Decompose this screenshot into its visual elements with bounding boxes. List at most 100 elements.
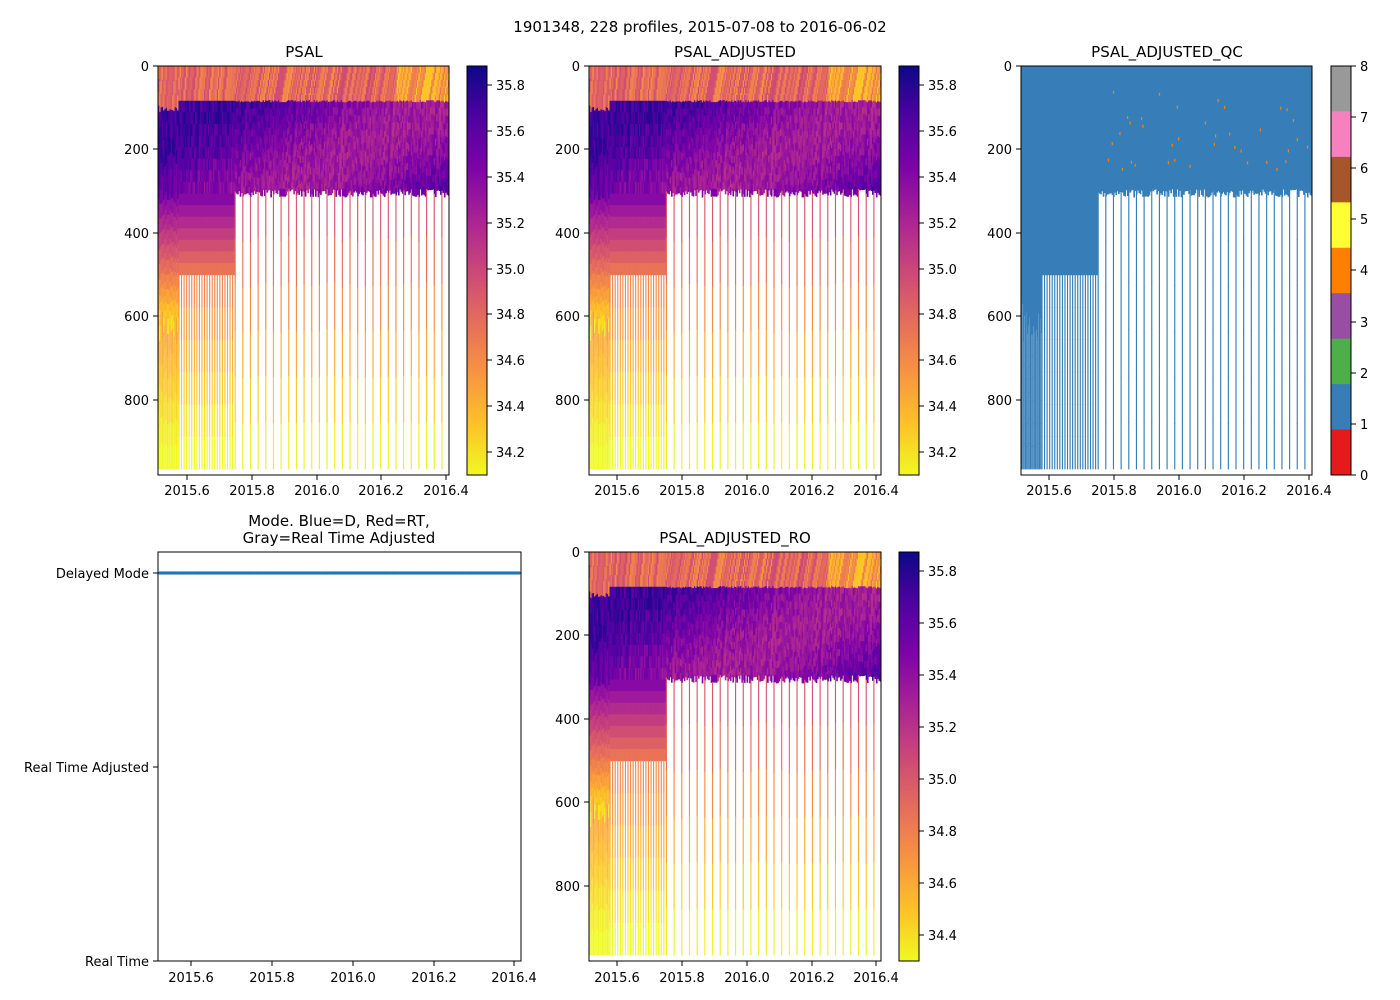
svg-text:2015.8: 2015.8 [229, 484, 275, 499]
colorbar-segment [1331, 384, 1351, 431]
colorbar: 0 1 2 3 4 5 6 7 8 [1330, 60, 1368, 484]
colorbar-tick: 35.6 [919, 617, 957, 632]
y-tick: 800 [124, 394, 158, 409]
y-axis: 0 200 400 600 800 [555, 60, 589, 409]
plot-frame [588, 551, 882, 962]
colorbar-gradient [898, 551, 920, 962]
colorbar: 34.2 34.4 34.6 34.8 35.0 35.2 35.4 35.6 … [466, 65, 525, 476]
panel-title: PSAL [285, 43, 323, 61]
colorbar-tick: 7 [1351, 111, 1368, 126]
colorbar-segment [1331, 338, 1351, 385]
svg-text:800: 800 [124, 394, 149, 409]
colorbar-tick: 34.4 [919, 929, 957, 944]
y-tick: 200 [124, 143, 158, 158]
figure-title: 1901348, 228 profiles, 2015-07-08 to 201… [513, 18, 886, 36]
y-tick: 800 [555, 880, 589, 895]
colorbar-tick: 34.6 [919, 354, 957, 369]
y-axis: 0 200 400 600 800 [555, 546, 589, 895]
x-tick: 2016.2 [789, 961, 835, 986]
colorbar-gradient [898, 65, 920, 476]
x-tick: 2015.8 [229, 475, 275, 499]
heatmap-area [1021, 66, 1313, 470]
x-tick: 2016.2 [1221, 475, 1267, 499]
y-tick: Delayed Mode [56, 567, 158, 582]
y-tick: 200 [987, 143, 1021, 158]
colorbar-tick: 6 [1351, 162, 1368, 177]
panel-psal-adjusted-ro: PSAL_ADJUSTED_RO 0 200 400 600 800 2015.… [555, 529, 957, 986]
colorbar-tick: 35.4 [487, 171, 525, 186]
x-tick: 2016.0 [724, 475, 770, 499]
colorbar-tick: 35.2 [919, 721, 957, 736]
colorbar-tick: 34.4 [487, 400, 525, 415]
svg-text:400: 400 [124, 227, 149, 242]
x-tick: 2015.8 [659, 961, 705, 986]
colorbar-tick: 0 [1351, 469, 1368, 484]
x-tick: 2015.6 [164, 475, 210, 499]
x-tick: 2016.0 [330, 961, 376, 986]
y-tick: 600 [987, 310, 1021, 325]
x-tick: 2015.8 [1091, 475, 1137, 499]
x-axis: 2015.6 2015.8 2016.0 2016.2 2016.4 [1026, 475, 1332, 499]
x-tick: 2016.2 [358, 475, 404, 499]
colorbar: 34.4 34.6 34.8 35.0 35.2 35.4 35.6 35.8 [898, 551, 957, 962]
colorbar-segment [1331, 247, 1351, 294]
y-axis: 0 200 400 600 800 [124, 60, 158, 409]
colorbar-tick: 3 [1351, 316, 1368, 331]
colorbar-tick: 34.8 [919, 308, 957, 323]
mode-points [158, 571, 521, 575]
y-tick: 0 [572, 60, 589, 75]
plot-frame [157, 65, 450, 476]
plot-frame [588, 65, 882, 476]
x-tick: 2016.4 [423, 475, 469, 499]
panel-title: PSAL_ADJUSTED_QC [1091, 43, 1243, 62]
panel-psal-adjusted: PSAL_ADJUSTED 0 200 400 600 800 2015.6 2… [555, 43, 957, 499]
colorbar-tick: 35.4 [919, 669, 957, 684]
x-tick: 2016.2 [789, 475, 835, 499]
colorbar-tick: 35.2 [487, 217, 525, 232]
svg-text:35.6: 35.6 [496, 125, 525, 140]
x-tick: 2016.4 [1286, 475, 1332, 499]
colorbar-tick: 34.2 [919, 446, 957, 461]
x-tick: 2015.6 [594, 475, 640, 499]
svg-text:0: 0 [141, 60, 149, 75]
colorbar-tick: 35.6 [487, 125, 525, 140]
y-tick: 0 [572, 546, 589, 561]
x-axis: 2015.6 2015.8 2016.0 2016.2 2016.4 [168, 961, 537, 986]
panel-title-line1: Mode. Blue=D, Red=RT, [248, 512, 430, 530]
y-tick: 600 [555, 310, 589, 325]
y-axis: Delayed Mode Real Time Adjusted Real Tim… [24, 567, 158, 970]
colorbar-tick: 1 [1351, 418, 1368, 433]
svg-text:34.8: 34.8 [496, 308, 525, 323]
y-tick: 400 [124, 227, 158, 242]
y-tick: 400 [555, 713, 589, 728]
colorbar-tick: 8 [1351, 60, 1368, 75]
colorbar-tick: 35.8 [487, 79, 525, 94]
colorbar-tick: 35.0 [919, 263, 957, 278]
svg-text:2015.6: 2015.6 [164, 484, 210, 499]
colorbar-tick: 34.2 [487, 446, 525, 461]
svg-text:600: 600 [124, 310, 149, 325]
y-tick: 200 [555, 143, 589, 158]
x-tick: 2016.2 [411, 961, 457, 986]
x-axis: 2015.6 2015.8 2016.0 2016.2 2016.4 [594, 961, 899, 986]
x-axis: 2015.6 2015.8 2016.0 2016.2 2016.4 [164, 475, 469, 499]
colorbar-tick: 34.8 [487, 308, 525, 323]
colorbar-segment [1331, 293, 1351, 340]
y-tick: 400 [555, 227, 589, 242]
heatmap-area [158, 66, 450, 470]
y-tick: 0 [141, 60, 158, 75]
x-tick: 2016.0 [294, 475, 340, 499]
x-tick: 2016.0 [1156, 475, 1202, 499]
panel-mode: Mode. Blue=D, Red=RT, Gray=Real Time Adj… [24, 512, 537, 986]
x-tick: 2015.8 [659, 475, 705, 499]
colorbar: 34.2 34.4 34.6 34.8 35.0 35.2 35.4 35.6 … [898, 65, 957, 476]
heatmap-area [589, 552, 882, 956]
y-tick: 600 [124, 310, 158, 325]
y-tick: Real Time Adjusted [24, 761, 158, 776]
y-tick: 0 [1004, 60, 1021, 75]
panel-psal-adjusted-qc: PSAL_ADJUSTED_QC 0 200 400 600 800 2015.… [987, 43, 1368, 499]
x-axis: 2015.6 2015.8 2016.0 2016.2 2016.4 [594, 475, 899, 499]
colorbar-segment [1331, 202, 1351, 249]
plot-frame [157, 551, 522, 962]
